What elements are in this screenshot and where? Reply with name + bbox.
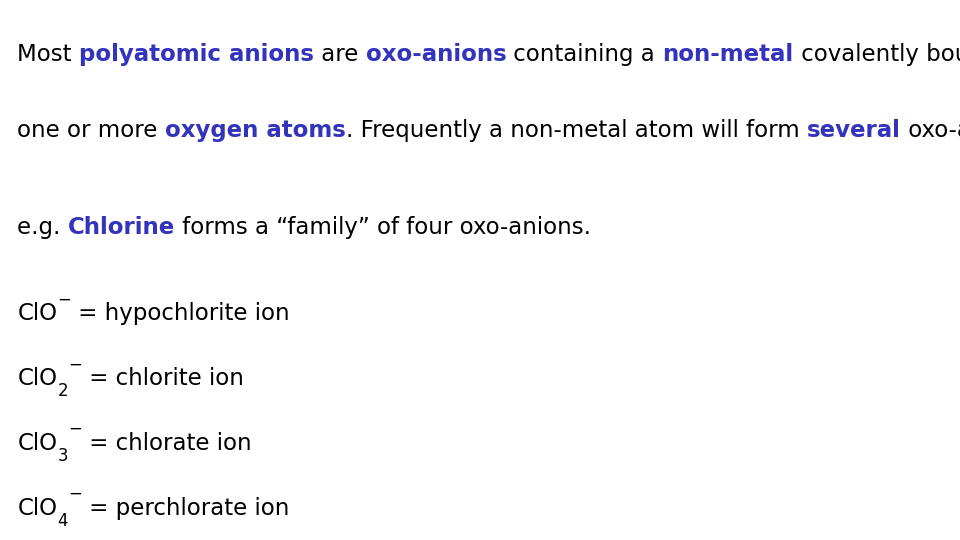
Text: = chlorate ion: = chlorate ion (82, 432, 252, 455)
Text: = hypochlorite ion: = hypochlorite ion (71, 302, 290, 326)
Text: −: − (58, 291, 71, 308)
Text: 2: 2 (58, 382, 68, 400)
Text: −: − (68, 485, 82, 503)
Text: −: − (68, 420, 82, 438)
Text: ClO: ClO (17, 432, 58, 455)
Text: Most: Most (17, 43, 79, 66)
Text: = chlorite ion: = chlorite ion (82, 367, 244, 390)
Text: = perchlorate ion: = perchlorate ion (82, 497, 289, 520)
Text: ClO: ClO (17, 367, 58, 390)
Text: forms a “family” of four oxo-anions.: forms a “family” of four oxo-anions. (175, 216, 591, 239)
Text: oxo-anions.: oxo-anions. (900, 119, 960, 142)
Text: −: − (68, 355, 82, 373)
Text: . Frequently a non-metal atom will form: . Frequently a non-metal atom will form (346, 119, 806, 142)
Text: oxo-anions: oxo-anions (366, 43, 507, 66)
Text: ClO: ClO (17, 302, 58, 326)
Text: non-metal: non-metal (662, 43, 794, 66)
Text: one or more: one or more (17, 119, 165, 142)
Text: several: several (806, 119, 900, 142)
Text: oxygen atoms: oxygen atoms (165, 119, 346, 142)
Text: Chlorine: Chlorine (68, 216, 175, 239)
Text: containing a: containing a (507, 43, 662, 66)
Text: 4: 4 (58, 512, 68, 530)
Text: polyatomic anions: polyatomic anions (79, 43, 314, 66)
Text: e.g.: e.g. (17, 216, 68, 239)
Text: are: are (314, 43, 366, 66)
Text: covalently bound to: covalently bound to (794, 43, 960, 66)
Text: ClO: ClO (17, 497, 58, 520)
Text: 3: 3 (58, 447, 68, 465)
